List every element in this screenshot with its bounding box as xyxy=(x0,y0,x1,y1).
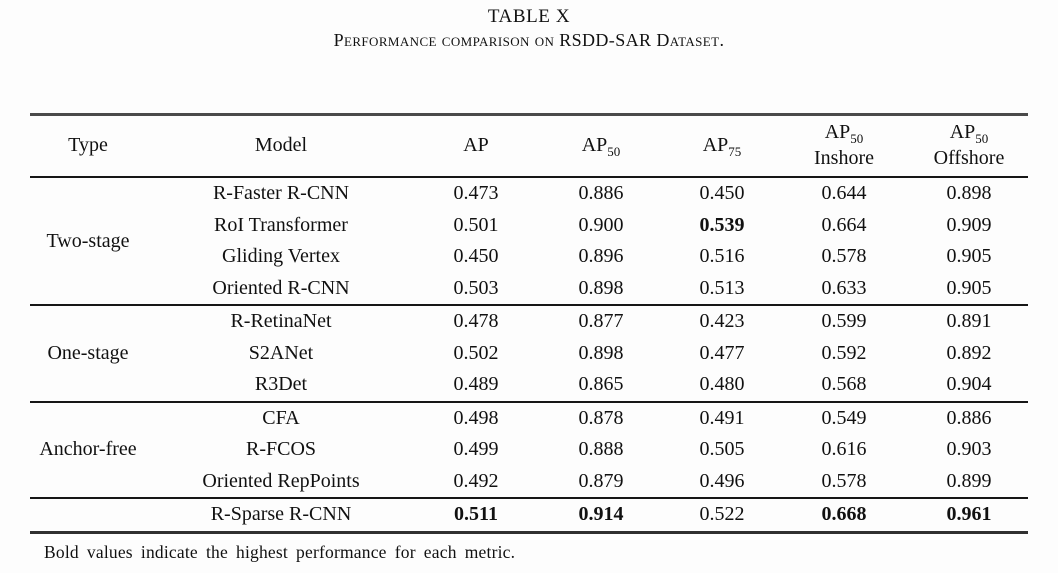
column-header-ap50: AP50 xyxy=(581,134,621,160)
value-cell: 0.900 xyxy=(578,213,624,236)
group-two-stage: Two-stage R-Faster R-CNN 0.473 0.886 0.450 0.… xyxy=(30,177,1028,305)
value-cell: 0.903 xyxy=(946,438,992,461)
value-cell: 0.892 xyxy=(946,341,992,364)
value-cell: 0.664 xyxy=(821,213,867,236)
column-header-type: Type xyxy=(68,134,108,157)
model-cell: R-RetinaNet xyxy=(230,310,332,333)
model-cell: Gliding Vertex xyxy=(222,245,340,268)
table-row: Two-stage R-Faster R-CNN 0.473 0.886 0.450 0.… xyxy=(30,177,1028,251)
column-header-model: Model xyxy=(254,134,308,157)
value-cell: 0.644 xyxy=(821,182,867,205)
model-cell: R3Det xyxy=(254,373,308,396)
value-cell: 0.961 xyxy=(946,503,992,526)
value-cell: 0.478 xyxy=(453,310,499,333)
table-row: Oriented RepPoints 0.492 0.879 0.496 0.578 0.… xyxy=(30,466,1028,499)
model-cell: RoI Transformer xyxy=(214,213,348,236)
table-row: Gliding Vertex 0.450 0.896 0.516 0.578 0.905 xyxy=(30,241,1028,273)
column-header-ap: AP xyxy=(463,134,489,157)
model-cell: R-Sparse R-CNN xyxy=(210,503,352,526)
value-cell: 0.898 xyxy=(946,182,992,205)
type-cell: Anchor-free xyxy=(39,438,137,461)
value-cell: 0.899 xyxy=(946,469,992,492)
value-cell: 0.473 xyxy=(453,182,499,205)
value-cell: 0.423 xyxy=(699,310,745,333)
value-cell: 0.505 xyxy=(699,438,745,461)
value-cell: 0.914 xyxy=(578,503,624,526)
value-cell: 0.888 xyxy=(578,438,624,461)
value-cell: 0.502 xyxy=(453,341,499,364)
value-cell: 0.491 xyxy=(699,406,745,429)
value-cell: 0.865 xyxy=(578,373,624,396)
value-cell: 0.496 xyxy=(699,469,745,492)
value-cell: 0.886 xyxy=(578,182,624,205)
value-cell: 0.905 xyxy=(946,245,992,268)
value-cell: 0.616 xyxy=(821,438,867,461)
value-cell: 0.568 xyxy=(821,373,867,396)
value-cell: 0.891 xyxy=(946,310,992,333)
value-cell: 0.668 xyxy=(821,503,867,526)
value-cell: 0.599 xyxy=(821,310,867,333)
group-summary: R-Sparse R-CNN 0.511 0.914 0.522 0.668 0.961 xyxy=(30,498,1028,532)
value-cell: 0.450 xyxy=(699,182,745,205)
value-cell: 0.904 xyxy=(946,373,992,396)
value-cell: 0.878 xyxy=(578,406,624,429)
model-cell: Oriented RepPoints xyxy=(202,469,360,492)
value-cell: 0.522 xyxy=(699,503,745,526)
table-row: R-FCOS 0.499 0.888 0.505 0.616 0.903 xyxy=(30,434,1028,466)
table-title: TABLE X xyxy=(487,6,571,27)
value-cell: 0.578 xyxy=(821,245,867,268)
value-cell: 0.503 xyxy=(453,276,499,299)
value-cell: 0.898 xyxy=(578,276,624,299)
type-cell: One-stage xyxy=(47,341,129,364)
value-cell: 0.905 xyxy=(946,276,992,299)
value-cell: 0.877 xyxy=(578,310,624,333)
table-row: S2ANet 0.502 0.898 0.477 0.592 0.892 xyxy=(30,338,1028,370)
group-anchor-free: Anchor-free CFA 0.498 0.878 0.491 0.549 0.886 R… xyxy=(30,401,1028,499)
column-header-ap75: AP75 xyxy=(702,134,742,160)
value-cell: 0.499 xyxy=(453,438,499,461)
table-row: One-stage R-RetinaNet 0.478 0.877 0.423 0.599… xyxy=(30,305,1028,364)
value-cell: 0.909 xyxy=(946,213,992,236)
value-cell: 0.516 xyxy=(699,245,745,268)
model-cell: Oriented R-CNN xyxy=(212,276,350,299)
table-subtitle: Performance comparison on RSDD-SAR Datas… xyxy=(333,30,725,50)
value-cell: 0.450 xyxy=(453,245,499,268)
value-cell: 0.477 xyxy=(699,341,745,364)
table-row: R-Sparse R-CNN 0.511 0.914 0.522 0.668 0.961 xyxy=(30,498,1028,532)
value-cell: 0.633 xyxy=(821,276,867,299)
type-cell: Two-stage xyxy=(46,229,130,252)
type-cell xyxy=(30,498,146,532)
value-cell: 0.501 xyxy=(453,213,499,236)
value-cell: 0.896 xyxy=(578,245,624,268)
model-cell: R-Faster R-CNN xyxy=(212,182,350,205)
value-cell: 0.886 xyxy=(946,406,992,429)
table-header: Type Model AP AP50 AP75 AP50 Inshore AP50 Offsho… xyxy=(30,115,1028,178)
value-cell: 0.489 xyxy=(453,373,499,396)
footnote: Bold values indicate the highest perform… xyxy=(44,542,516,562)
table-row: RoI Transformer 0.501 0.900 0.539 0.664 0.909 xyxy=(30,210,1028,242)
value-cell: 0.480 xyxy=(699,373,745,396)
value-cell: 0.549 xyxy=(821,406,867,429)
value-cell: 0.498 xyxy=(453,406,499,429)
table-header-row: Type Model AP AP50 AP75 AP50 Inshore AP50 Offsho… xyxy=(30,115,1028,178)
value-cell: 0.578 xyxy=(821,469,867,492)
value-cell: 0.539 xyxy=(699,213,745,236)
model-cell: R-FCOS xyxy=(245,438,317,461)
value-cell: 0.879 xyxy=(578,469,624,492)
table-row: Anchor-free CFA 0.498 0.878 0.491 0.549 0.886 xyxy=(30,402,1028,461)
table-row: Oriented R-CNN 0.503 0.898 0.513 0.633 0.905 xyxy=(30,273,1028,306)
column-header-ap50-inshore: AP50 Inshore xyxy=(814,121,874,169)
results-table: Type Model AP AP50 AP75 AP50 Inshore AP50 Offsho… xyxy=(30,113,1028,534)
model-cell: CFA xyxy=(262,406,300,429)
value-cell: 0.898 xyxy=(578,341,624,364)
value-cell: 0.492 xyxy=(453,469,499,492)
group-one-stage: One-stage R-RetinaNet 0.478 0.877 0.423 0.599… xyxy=(30,305,1028,402)
column-header-ap50-offshore: AP50 Offshore xyxy=(933,121,1005,169)
model-cell: S2ANet xyxy=(248,341,314,364)
value-cell: 0.513 xyxy=(699,276,745,299)
table-row: R3Det 0.489 0.865 0.480 0.568 0.904 xyxy=(30,369,1028,402)
value-cell: 0.592 xyxy=(821,341,867,364)
value-cell: 0.511 xyxy=(454,503,498,526)
